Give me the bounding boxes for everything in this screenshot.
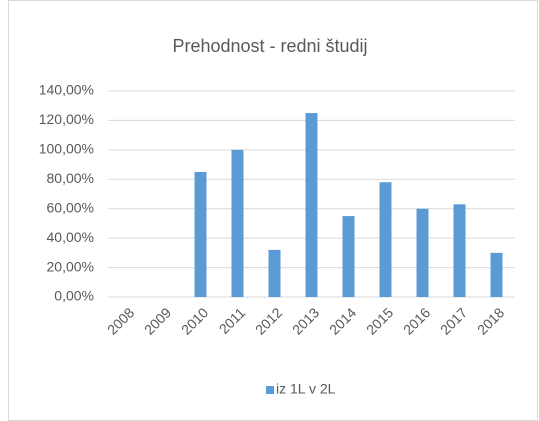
- y-tick-label: 40,00%: [47, 229, 94, 245]
- bar: [490, 252, 503, 297]
- y-tick-label: 20,00%: [47, 258, 94, 274]
- y-tick-label: 0,00%: [54, 288, 94, 304]
- bar: [268, 249, 281, 297]
- bar: [194, 171, 207, 297]
- y-tick-label: 120,00%: [39, 111, 94, 127]
- y-tick-label: 80,00%: [47, 170, 94, 186]
- legend-swatch: [266, 386, 274, 394]
- y-tick-label: 100,00%: [39, 141, 94, 157]
- bar: [453, 204, 466, 297]
- bar: [379, 182, 392, 297]
- legend-label: iz 1L v 2L: [276, 381, 336, 397]
- bar: [305, 113, 318, 297]
- y-tick-label: 140,00%: [39, 82, 94, 98]
- bar: [416, 208, 429, 297]
- chart-border: [8, 0, 538, 421]
- bar: [231, 149, 244, 297]
- bar: [342, 216, 355, 297]
- chart-title: Prehodnost - redni študij: [172, 36, 367, 56]
- y-tick-label: 60,00%: [47, 199, 94, 215]
